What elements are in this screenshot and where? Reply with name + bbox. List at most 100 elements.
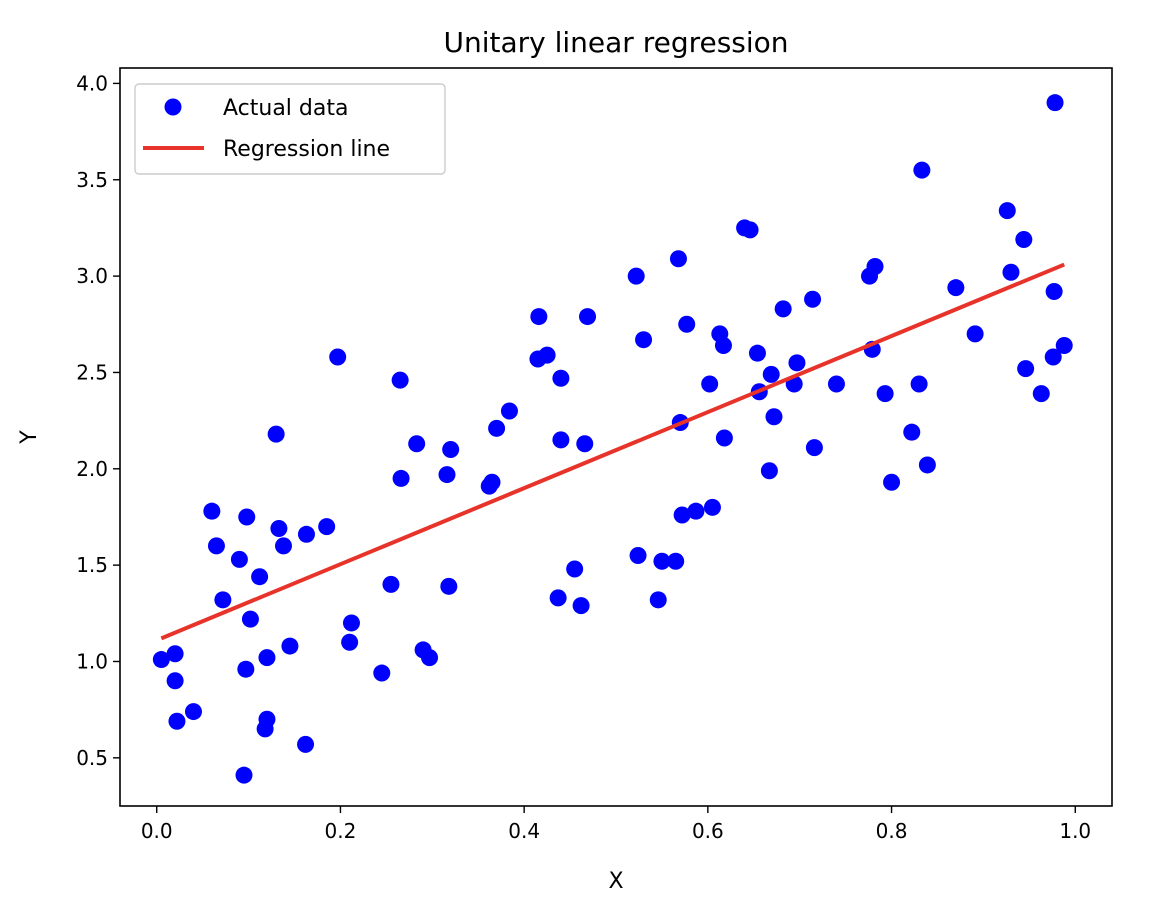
y-tick-label: 2.5	[76, 360, 108, 384]
data-point	[241, 610, 259, 628]
data-point	[918, 456, 936, 474]
data-point	[274, 537, 292, 555]
x-tick-label: 1.0	[1059, 819, 1091, 843]
data-point	[673, 506, 691, 524]
data-point	[572, 597, 590, 615]
data-point	[678, 315, 696, 333]
legend-box	[134, 83, 446, 175]
data-point	[703, 498, 721, 516]
data-point	[237, 660, 255, 678]
data-point	[483, 473, 501, 491]
legend-marker-actual-data	[164, 98, 182, 116]
data-point	[1017, 360, 1035, 378]
data-point	[392, 469, 410, 487]
data-point	[297, 525, 315, 543]
data-point	[421, 649, 439, 667]
data-point	[267, 425, 285, 443]
data-point	[876, 385, 894, 403]
data-point	[214, 591, 232, 609]
data-point	[318, 518, 336, 536]
data-point	[774, 300, 792, 318]
data-point	[667, 552, 685, 570]
data-point	[966, 325, 984, 343]
y-tick-label: 2.0	[76, 457, 108, 481]
x-tick-label: 0.0	[141, 819, 173, 843]
data-point	[579, 308, 597, 326]
data-point	[687, 502, 705, 520]
data-point	[714, 336, 732, 354]
data-point	[258, 710, 276, 728]
data-point	[1015, 230, 1033, 248]
data-point	[947, 279, 965, 297]
data-point	[408, 435, 426, 453]
data-point	[804, 290, 822, 308]
data-point	[270, 520, 288, 538]
y-tick-label: 0.5	[76, 746, 108, 770]
data-point	[760, 462, 778, 480]
x-tick-label: 0.2	[325, 819, 357, 843]
plot-area	[152, 94, 1073, 784]
x-tick-label: 0.4	[508, 819, 540, 843]
data-point	[903, 423, 921, 441]
x-axis-ticks: 0.0 0.2 0.4 0.6 0.8 1.0	[141, 806, 1091, 843]
data-point	[329, 348, 347, 366]
data-point	[166, 672, 184, 690]
data-point	[552, 369, 570, 387]
data-point	[207, 537, 225, 555]
data-point	[488, 419, 506, 437]
data-point	[566, 560, 584, 578]
regression-line	[160, 262, 1066, 641]
data-point	[576, 435, 594, 453]
data-point	[910, 375, 928, 393]
legend-label-regression-line: Regression line	[223, 137, 390, 162]
chart-title: Unitary linear regression	[443, 26, 788, 59]
y-tick-label: 1.0	[76, 649, 108, 673]
data-point	[741, 221, 759, 239]
data-point	[866, 257, 884, 275]
data-point	[440, 577, 458, 595]
data-point	[627, 267, 645, 285]
data-point	[251, 568, 269, 586]
data-point	[549, 589, 567, 607]
data-point	[341, 633, 359, 651]
axes-frame	[119, 67, 1113, 807]
data-point	[168, 712, 186, 730]
data-point	[913, 161, 931, 179]
data-point	[1055, 336, 1073, 354]
y-axis-ticks: 0.5 1.0 1.5 2.0 2.5 3.0 3.5 4.0	[76, 71, 120, 770]
data-point	[203, 502, 221, 520]
data-point	[552, 431, 570, 449]
legend-label-actual-data: Actual data	[223, 96, 348, 121]
data-point	[788, 354, 806, 372]
data-point	[1032, 385, 1050, 403]
data-point	[715, 429, 733, 447]
data-point	[762, 365, 780, 383]
data-point	[1044, 348, 1062, 366]
data-point	[342, 614, 360, 632]
data-point	[382, 575, 400, 593]
data-point	[230, 550, 248, 568]
data-point	[1046, 94, 1064, 112]
data-point	[258, 649, 276, 667]
data-point	[649, 591, 667, 609]
data-point	[635, 331, 653, 349]
data-point	[500, 402, 518, 420]
data-point	[629, 547, 647, 565]
x-tick-label: 0.8	[876, 819, 908, 843]
data-point	[297, 735, 315, 753]
data-point	[438, 466, 456, 484]
data-point	[391, 371, 409, 389]
data-point	[653, 552, 671, 570]
data-point	[238, 508, 256, 526]
y-tick-label: 1.5	[76, 553, 108, 577]
data-point	[281, 637, 299, 655]
y-axis-label: Y	[17, 430, 42, 445]
data-point	[701, 375, 719, 393]
data-point	[827, 375, 845, 393]
data-point	[442, 441, 460, 459]
data-point	[184, 703, 202, 721]
data-point	[530, 308, 548, 326]
data-point	[1045, 283, 1063, 301]
x-tick-label: 0.6	[692, 819, 724, 843]
